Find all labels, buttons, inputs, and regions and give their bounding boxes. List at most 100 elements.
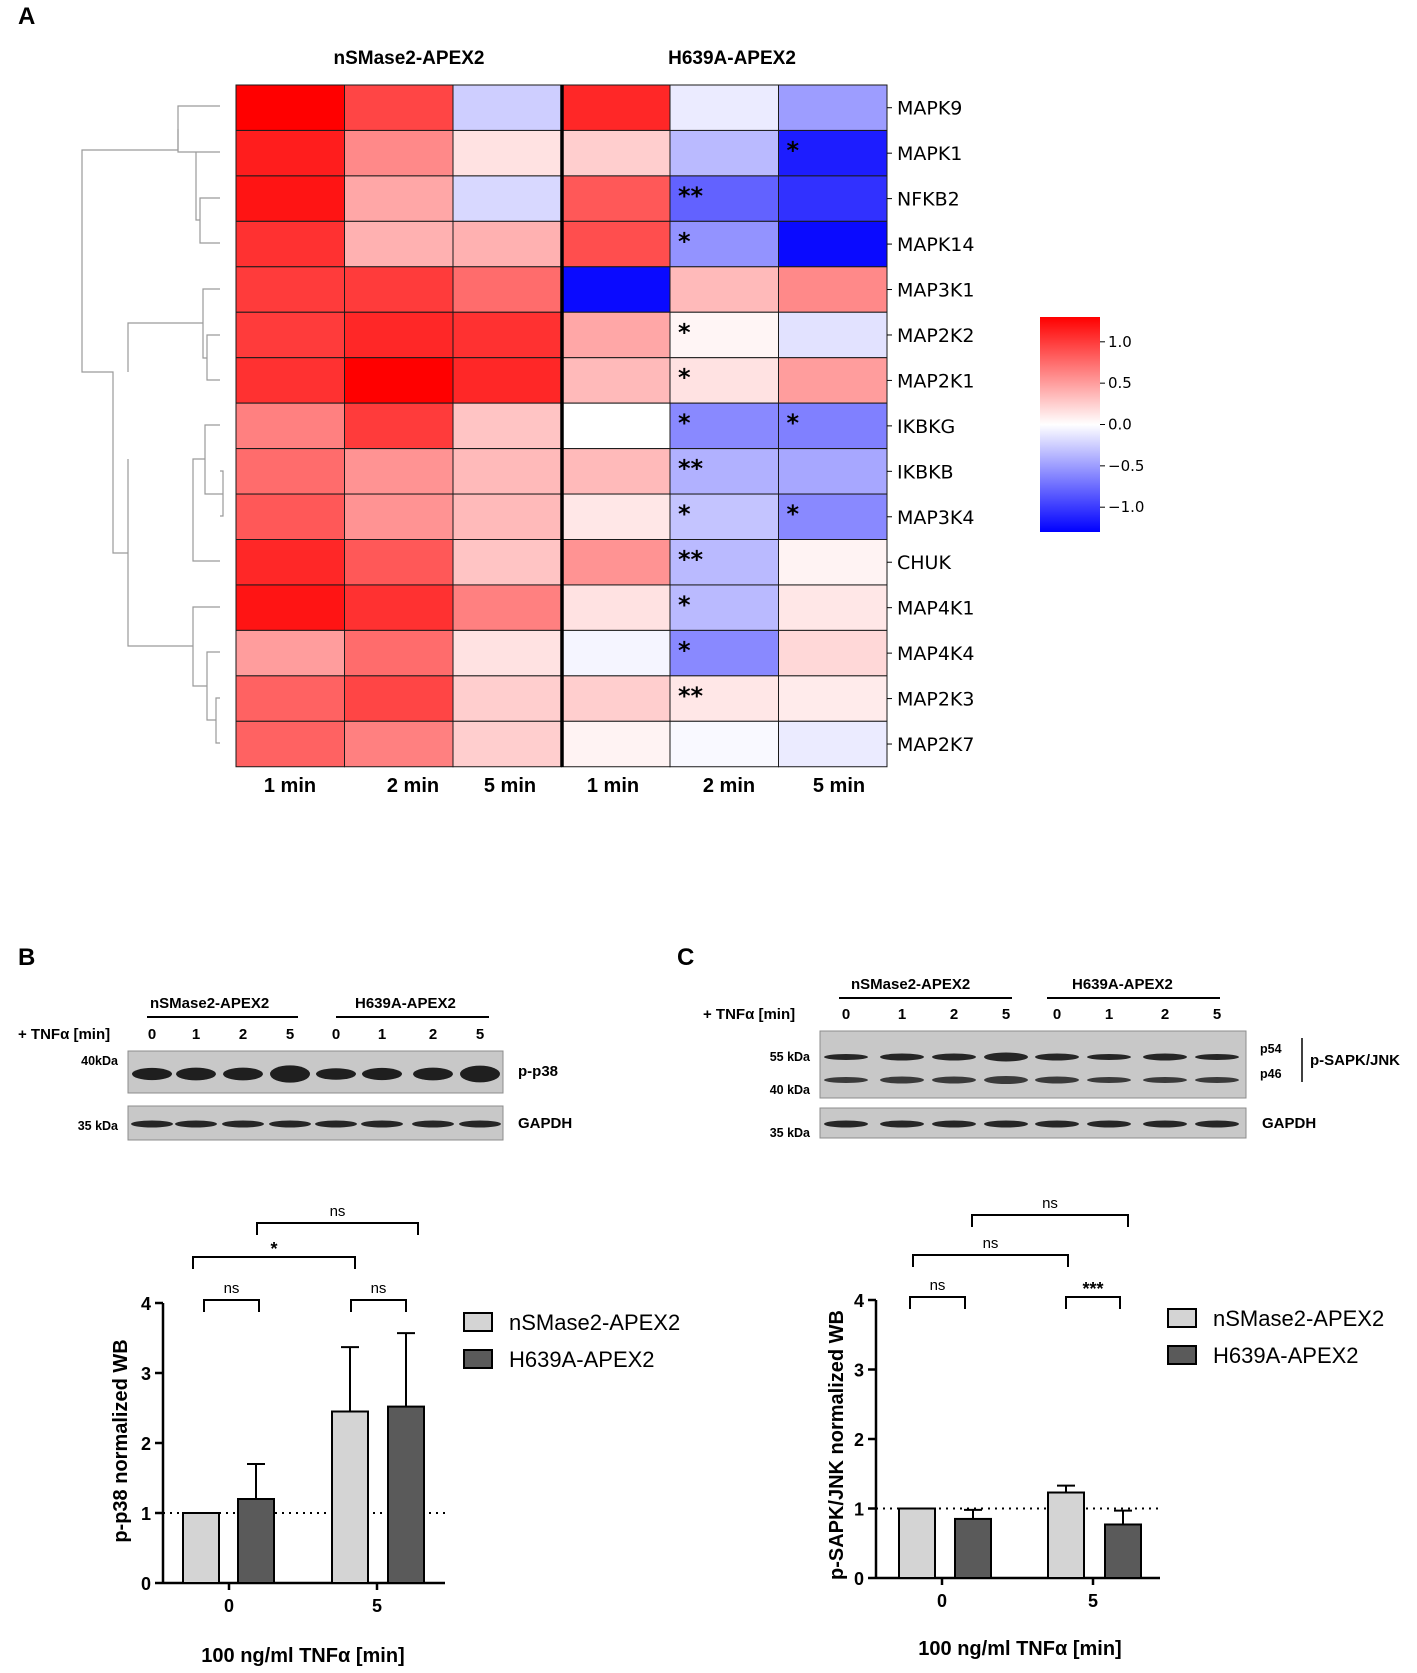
heatmap-cell bbox=[235, 84, 345, 131]
bar-nsmase2 bbox=[331, 1410, 369, 1584]
b-blot-label-gapdh: GAPDH bbox=[518, 1115, 572, 1132]
heatmap-cell bbox=[452, 129, 562, 177]
lane-label: 2 bbox=[950, 1006, 958, 1023]
heatmap-cell bbox=[561, 720, 671, 768]
heatmap-cell bbox=[235, 402, 345, 450]
heatmap-cell bbox=[344, 220, 454, 268]
blot-band bbox=[1143, 1077, 1187, 1083]
x-axis-label: 100 ng/ml TNFα [min] bbox=[201, 1645, 404, 1667]
heatmap-cell bbox=[452, 357, 562, 404]
blot-band bbox=[361, 1120, 403, 1128]
b-gapdh-bands bbox=[131, 1120, 501, 1128]
bar-h639a bbox=[387, 1405, 425, 1584]
heatmap-cell bbox=[235, 493, 345, 540]
blot-band bbox=[880, 1120, 924, 1128]
lane-label: 1 bbox=[192, 1026, 200, 1043]
heatmap-cell bbox=[778, 675, 888, 722]
significance-label: ns bbox=[224, 1280, 240, 1297]
y-tick-label: 3 bbox=[141, 1364, 151, 1384]
heatmap-cell bbox=[452, 629, 562, 677]
bar-nsmase2 bbox=[182, 1512, 220, 1584]
group-header-h639a: H639A-APEX2 bbox=[668, 48, 796, 69]
heatmap-cell bbox=[561, 402, 671, 450]
heatmap-cell bbox=[344, 175, 454, 222]
gene-label: MAPK9 bbox=[897, 98, 962, 120]
heatmap-cell bbox=[778, 266, 888, 313]
heatmap-significance: ******* **** ******* bbox=[678, 136, 800, 709]
b-mw-top: 40kDa bbox=[81, 1054, 119, 1068]
x-tick-label: 0 bbox=[937, 1591, 947, 1611]
lane-label: 1 bbox=[898, 1006, 906, 1023]
blot-band bbox=[1035, 1076, 1079, 1084]
heatmap-cell bbox=[452, 84, 562, 131]
heatmap-cell bbox=[235, 539, 345, 586]
heatmap-cell bbox=[235, 129, 345, 177]
heatmap-cell bbox=[235, 220, 345, 268]
gene-label: MAPK1 bbox=[897, 143, 962, 165]
blot-band bbox=[824, 1054, 868, 1060]
significance-label: *** bbox=[1082, 1279, 1103, 1299]
heatmap-cell bbox=[778, 629, 888, 677]
heatmap-cell bbox=[452, 448, 562, 495]
blot-band bbox=[824, 1120, 868, 1128]
significance-marker: * bbox=[678, 636, 691, 664]
heatmap-cell bbox=[452, 175, 562, 222]
heatmap-cell bbox=[561, 584, 671, 631]
lane-label: 5 bbox=[1002, 1006, 1010, 1023]
b-tnf-label: + TNFα [min] bbox=[18, 1026, 110, 1043]
significance-marker: * bbox=[678, 318, 691, 346]
blot-band bbox=[222, 1120, 264, 1128]
heatmap-cell bbox=[778, 402, 888, 450]
lane-label: 5 bbox=[1213, 1006, 1221, 1023]
blot-band bbox=[1087, 1077, 1131, 1083]
blot-band bbox=[132, 1067, 172, 1081]
heatmap-cell bbox=[452, 720, 562, 768]
blot-band bbox=[1035, 1053, 1079, 1061]
colorbar-tick-label: 1.0 bbox=[1108, 333, 1132, 351]
heatmap-cell bbox=[561, 266, 671, 313]
lane-label: 2 bbox=[429, 1026, 437, 1043]
heatmap-cell bbox=[778, 175, 888, 222]
lane-label: 5 bbox=[476, 1026, 484, 1043]
significance-bracket bbox=[971, 1214, 1129, 1227]
blot-band bbox=[316, 1068, 356, 1080]
heatmap-cell bbox=[235, 675, 345, 722]
colorbar-tick-label: −0.5 bbox=[1108, 457, 1144, 475]
c-group-label-1: nSMase2-APEX2 bbox=[851, 976, 970, 993]
c-tnf-label: + TNFα [min] bbox=[703, 1006, 795, 1023]
heatmap-cell bbox=[235, 584, 345, 631]
gene-label: MAPK14 bbox=[897, 234, 974, 256]
heatmap-cell bbox=[561, 129, 671, 177]
legend-swatch bbox=[1167, 1308, 1197, 1328]
heatmap-cell bbox=[344, 720, 454, 768]
gene-label: MAP3K4 bbox=[897, 507, 974, 529]
colorbar-ticks: 1.0 0.5 0.0 −0.5 −1.0 bbox=[1100, 333, 1144, 516]
significance-marker: * bbox=[678, 500, 691, 528]
heatmap-cell bbox=[452, 493, 562, 540]
y-tick-label: 4 bbox=[141, 1294, 151, 1314]
heatmap-cell bbox=[344, 493, 454, 540]
heatmap-cell bbox=[235, 311, 345, 359]
heatmap-cell bbox=[561, 493, 671, 540]
y-tick-label: 2 bbox=[854, 1430, 864, 1450]
heatmap-cell bbox=[778, 720, 888, 768]
lane-label: 1 bbox=[378, 1026, 386, 1043]
blot-band bbox=[269, 1120, 311, 1128]
blot-band bbox=[412, 1120, 454, 1128]
heatmap-cell bbox=[344, 448, 454, 495]
y-axis-label: p-p38 normalized WB bbox=[110, 1339, 132, 1542]
significance-marker: ** bbox=[678, 455, 704, 483]
heatmap-cell bbox=[778, 311, 888, 359]
x-tick-label: 0 bbox=[224, 1596, 234, 1616]
blot-band bbox=[315, 1120, 357, 1128]
gene-label: MAP2K3 bbox=[897, 689, 974, 711]
blot-band bbox=[362, 1067, 402, 1081]
heatmap-cell bbox=[561, 311, 671, 359]
bar-h639a bbox=[954, 1517, 992, 1580]
heatmap-cell bbox=[669, 448, 779, 495]
colorbar-tick-label: 0.0 bbox=[1108, 416, 1132, 434]
panel-c-letter: C bbox=[677, 944, 694, 971]
blot-band bbox=[175, 1120, 217, 1128]
heatmap-cell bbox=[561, 539, 671, 586]
